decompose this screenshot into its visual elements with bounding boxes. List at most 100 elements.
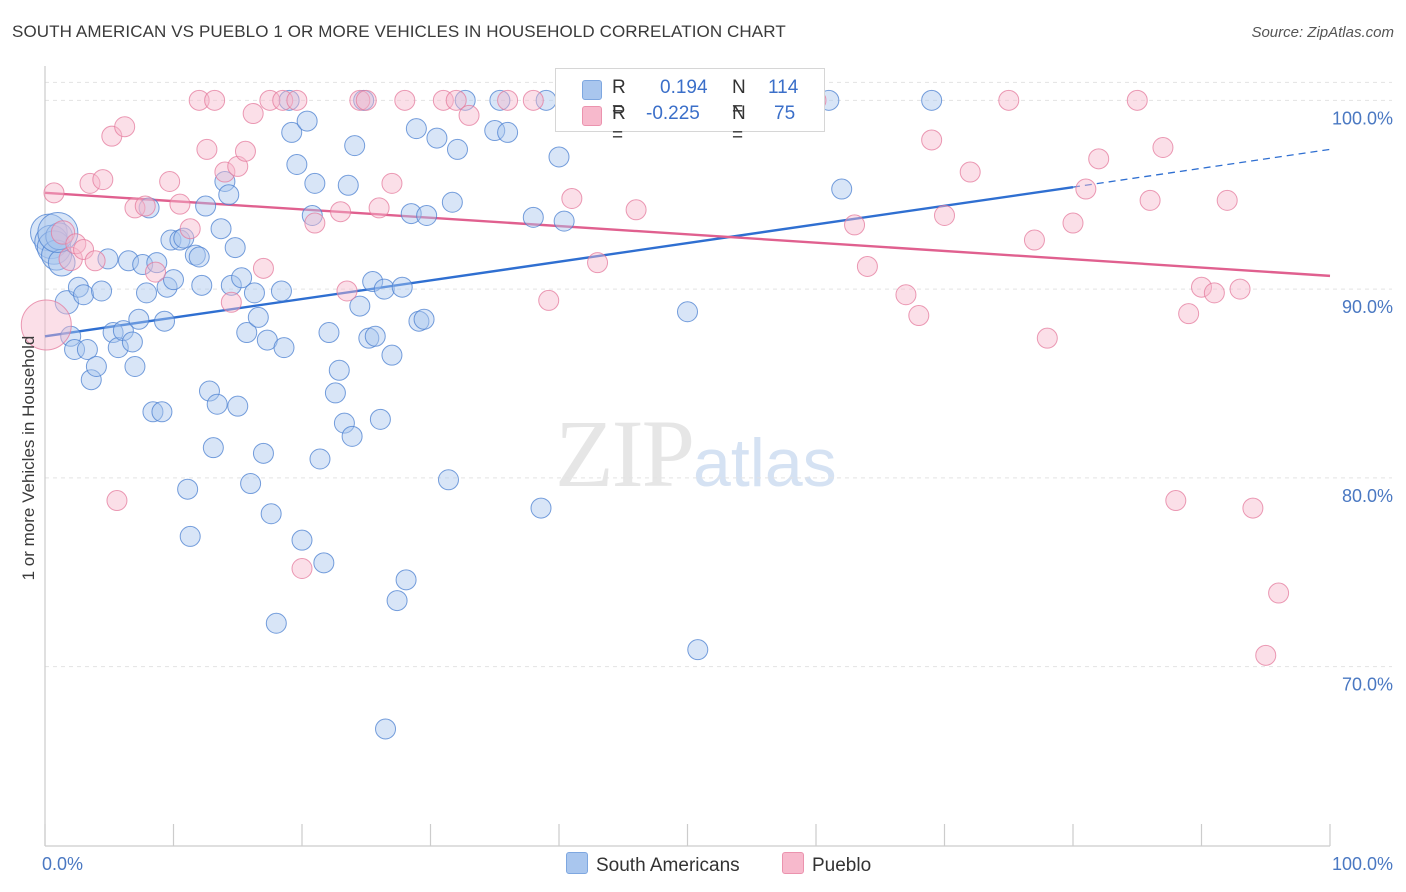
point-south-americans (73, 284, 95, 306)
point-south-americans (391, 276, 413, 298)
legend-item-pueblo[interactable]: Pueblo (782, 852, 871, 877)
point-south-americans (296, 110, 318, 132)
point-south-americans (220, 274, 242, 296)
point-south-americans (227, 395, 249, 417)
trend-lines (44, 148, 1331, 338)
point-south-americans (54, 290, 80, 315)
point-pueblo (458, 104, 480, 126)
point-pueblo (1191, 276, 1212, 298)
point-pueblo (259, 89, 281, 111)
point-pueblo (214, 161, 236, 183)
y-tick-label: 100.0% (1332, 108, 1393, 128)
point-pueblo (349, 89, 371, 111)
watermark-atlas: atlas (693, 425, 837, 501)
point-south-americans (416, 204, 438, 226)
point-south-americans (318, 322, 340, 344)
point-pueblo (179, 218, 201, 240)
point-pueblo (1255, 644, 1277, 666)
point-south-americans (373, 278, 395, 300)
x-tick-label: 100.0% (1332, 854, 1393, 874)
point-south-americans (179, 525, 201, 547)
point-south-americans (112, 320, 134, 342)
point-south-americans (278, 89, 300, 111)
point-south-americans (124, 355, 146, 377)
point-south-americans (37, 211, 79, 253)
point-pueblo (159, 170, 181, 192)
point-south-americans (191, 274, 213, 296)
point-pueblo (79, 172, 101, 194)
r-value-south-americans: 0.194 (660, 77, 708, 98)
point-south-americans (548, 146, 570, 168)
point-pueblo (998, 89, 1020, 111)
point-south-americans (214, 170, 236, 192)
point-pueblo (330, 201, 352, 223)
point-south-americans (218, 184, 240, 206)
tick-labels: 70.0% 80.0% 90.0% 100.0% 0.0% 100.0% (42, 108, 1393, 874)
point-pueblo (561, 187, 583, 209)
point-south-americans (265, 612, 287, 634)
point-south-americans (831, 178, 853, 200)
point-south-americans (344, 135, 366, 157)
point-pueblo (43, 182, 65, 204)
point-pueblo (355, 89, 377, 111)
point-pueblo (934, 204, 955, 226)
point-pueblo (538, 289, 560, 311)
point-south-americans (198, 380, 220, 402)
point-south-americans (91, 280, 113, 302)
point-south-americans (441, 191, 463, 213)
point-pueblo (368, 197, 390, 219)
point-south-americans (687, 639, 709, 661)
point-south-americans (270, 280, 292, 302)
y-axis-label: 1 or more Vehicles in Household (19, 336, 38, 581)
point-south-americans (202, 437, 224, 459)
point-south-americans (522, 206, 544, 228)
y-tick-label: 70.0% (1342, 675, 1393, 695)
y-tick-label: 90.0% (1342, 297, 1393, 317)
point-south-americans (240, 473, 262, 495)
point-pueblo (1203, 282, 1225, 304)
point-pueblo (1242, 497, 1264, 519)
point-pueblo (20, 299, 72, 351)
point-south-americans (188, 246, 210, 268)
point-south-americans (41, 239, 73, 271)
point-south-americans (369, 408, 391, 430)
r-value-pueblo: -0.225 (646, 103, 700, 124)
x-tick-label: 0.0% (42, 854, 83, 874)
point-south-americans (405, 118, 427, 140)
point-south-americans (381, 344, 403, 366)
axes (44, 66, 1331, 847)
point-south-americans (118, 250, 140, 272)
point-south-americans (497, 121, 519, 143)
point-south-americans (677, 301, 698, 323)
point-pueblo (856, 255, 878, 277)
point-south-americans (446, 138, 468, 160)
point-pueblo (895, 284, 917, 306)
point-pueblo (1075, 178, 1097, 200)
point-pueblo (114, 116, 136, 138)
point-pueblo (291, 557, 313, 579)
legend-item-south-americans[interactable]: South Americans (566, 852, 740, 877)
point-pueblo (1126, 89, 1148, 111)
point-south-americans (304, 172, 326, 194)
point-south-americans (154, 310, 176, 332)
trend-line-south-americans-extension (1072, 148, 1331, 188)
legend-swatch-icon (566, 852, 588, 874)
point-south-americans (151, 401, 173, 423)
point-south-americans (313, 552, 335, 574)
point-pueblo (169, 193, 191, 215)
point-south-americans (136, 282, 158, 304)
point-south-americans (142, 401, 164, 423)
point-south-americans (333, 412, 355, 434)
point-pueblo (432, 89, 454, 111)
point-south-americans (195, 195, 217, 217)
legend-swatch-south-americans (582, 80, 602, 100)
point-pueblo (234, 140, 256, 162)
point-south-americans (426, 127, 448, 149)
point-south-americans (400, 203, 422, 225)
point-pueblo (188, 89, 210, 111)
point-south-americans (121, 331, 143, 353)
point-south-americans (301, 204, 323, 226)
point-south-americans (163, 269, 184, 291)
point-pueblo (286, 89, 308, 111)
point-south-americans (530, 497, 552, 519)
